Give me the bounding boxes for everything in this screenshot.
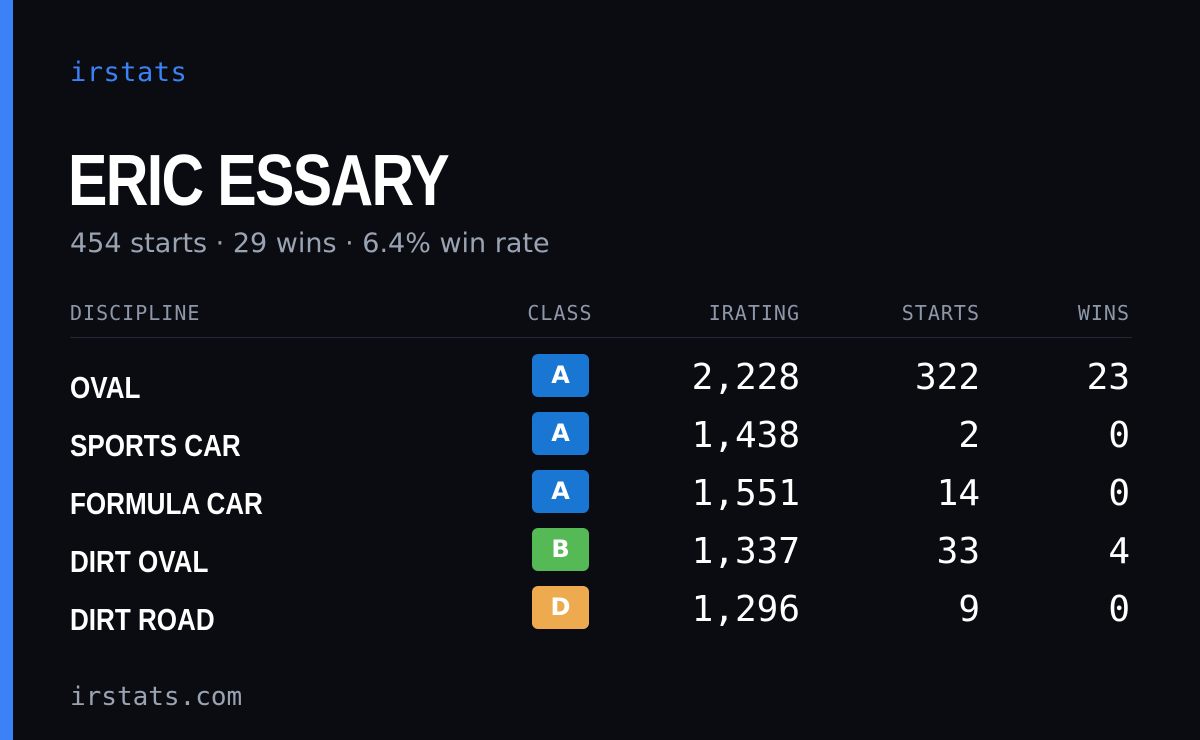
class-badge: A	[532, 354, 589, 397]
footer-url[interactable]: irstats.com	[70, 682, 243, 712]
discipline-name: DIRT ROAD	[70, 602, 215, 637]
driver-summary: 454 starts · 29 wins · 6.4% win rate	[70, 228, 550, 259]
irating-value: 1,551	[691, 473, 800, 514]
irating-value: 1,337	[691, 531, 800, 572]
accent-bar	[0, 0, 13, 740]
starts-value: 33	[936, 531, 980, 572]
discipline-name: DIRT OVAL	[70, 544, 209, 579]
header-wins: WINS	[1077, 301, 1130, 325]
header-starts: STARTS	[901, 301, 980, 325]
class-badge: D	[532, 586, 589, 629]
table-row: SPORTS CAR A 1,438 2 0	[70, 412, 1132, 470]
table-row: DIRT OVAL B 1,337 33 4	[70, 528, 1132, 586]
wins-value: 0	[1108, 589, 1130, 630]
discipline-name: FORMULA CAR	[70, 486, 263, 521]
header-discipline: DISCIPLINE	[70, 301, 201, 325]
discipline-name: SPORTS CAR	[70, 428, 241, 463]
starts-value: 14	[936, 473, 980, 514]
wins-value: 23	[1086, 357, 1130, 398]
wins-value: 4	[1108, 531, 1130, 572]
starts-value: 322	[914, 357, 980, 398]
starts-value: 9	[958, 589, 980, 630]
class-badge: A	[532, 470, 589, 513]
irating-value: 1,438	[691, 415, 800, 456]
irating-value: 1,296	[691, 589, 800, 630]
header-irating: IRATING	[708, 301, 800, 325]
table-row: DIRT ROAD D 1,296 9 0	[70, 586, 1132, 644]
brand-logo-text[interactable]: irstats	[70, 57, 188, 88]
table-row: OVAL A 2,228 322 23	[70, 354, 1132, 412]
table-body: OVAL A 2,228 322 23 SPORTS CAR A 1,438 2…	[70, 354, 1132, 644]
class-badge: B	[532, 528, 589, 571]
table-header: DISCIPLINE CLASS IRATING STARTS WINS	[70, 290, 1132, 338]
irating-value: 2,228	[691, 357, 800, 398]
wins-value: 0	[1108, 473, 1130, 514]
table-row: FORMULA CAR A 1,551 14 0	[70, 470, 1132, 528]
class-badge: A	[532, 412, 589, 455]
starts-value: 2	[958, 415, 980, 456]
stats-table: DISCIPLINE CLASS IRATING STARTS WINS OVA…	[70, 290, 1132, 644]
wins-value: 0	[1108, 415, 1130, 456]
driver-name: ERIC ESSARY	[68, 141, 450, 221]
discipline-name: OVAL	[70, 370, 141, 405]
header-class: CLASS	[527, 301, 593, 325]
